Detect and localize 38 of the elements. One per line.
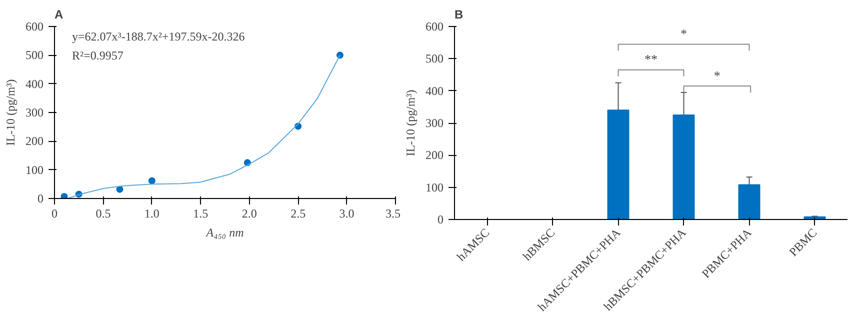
point (148, 177, 156, 184)
x-axis-title: A₄₅₀ nm (205, 226, 244, 240)
y-tick-label: 0 (38, 192, 44, 206)
annotation: ** (644, 52, 658, 67)
y-tick-label: 100 (426, 180, 444, 194)
x-tick-label: 2.0 (242, 206, 257, 220)
x-tick-label: 0.5 (96, 206, 111, 220)
annotation: y=62.07x³-188.7x²+197.59x-20.326 (72, 30, 245, 44)
y-tick-label: 300 (426, 116, 444, 130)
y-tick-label: 600 (26, 20, 44, 34)
y-tick-label: 500 (26, 48, 44, 62)
annotation: * (680, 26, 687, 41)
annotation: * (714, 68, 720, 83)
x-tick-label: 1.5 (193, 206, 208, 220)
x-tick-label: 1.0 (144, 206, 160, 220)
y-tick-label: 400 (426, 84, 444, 98)
y-axis-title: IL-10 (pg/m³) (404, 90, 418, 156)
bar (607, 110, 630, 220)
x-tick-label: 2.5 (290, 206, 306, 220)
chart-title: A (54, 8, 64, 22)
x-tick-label: 3.5 (386, 206, 400, 220)
bar (738, 184, 760, 220)
y-tick-label: 300 (26, 106, 44, 120)
y-tick-label: 200 (26, 134, 44, 148)
bar (672, 114, 695, 220)
y-tick-label: 200 (426, 148, 444, 162)
annotation: R²=0.9957 (72, 48, 124, 62)
chart-title: B (454, 8, 464, 22)
point (60, 193, 68, 198)
point (116, 186, 124, 193)
x-tick-label: 3.0 (339, 206, 354, 220)
y-tick-label: 400 (26, 76, 44, 91)
y-tick-label: 600 (426, 20, 444, 34)
x-tick-label: 0 (52, 206, 58, 220)
y-tick-label: 500 (426, 52, 444, 66)
point (336, 52, 344, 59)
y-tick-label: 100 (26, 162, 44, 177)
y-axis-title: IL-10 (pg/m³) (4, 79, 18, 146)
